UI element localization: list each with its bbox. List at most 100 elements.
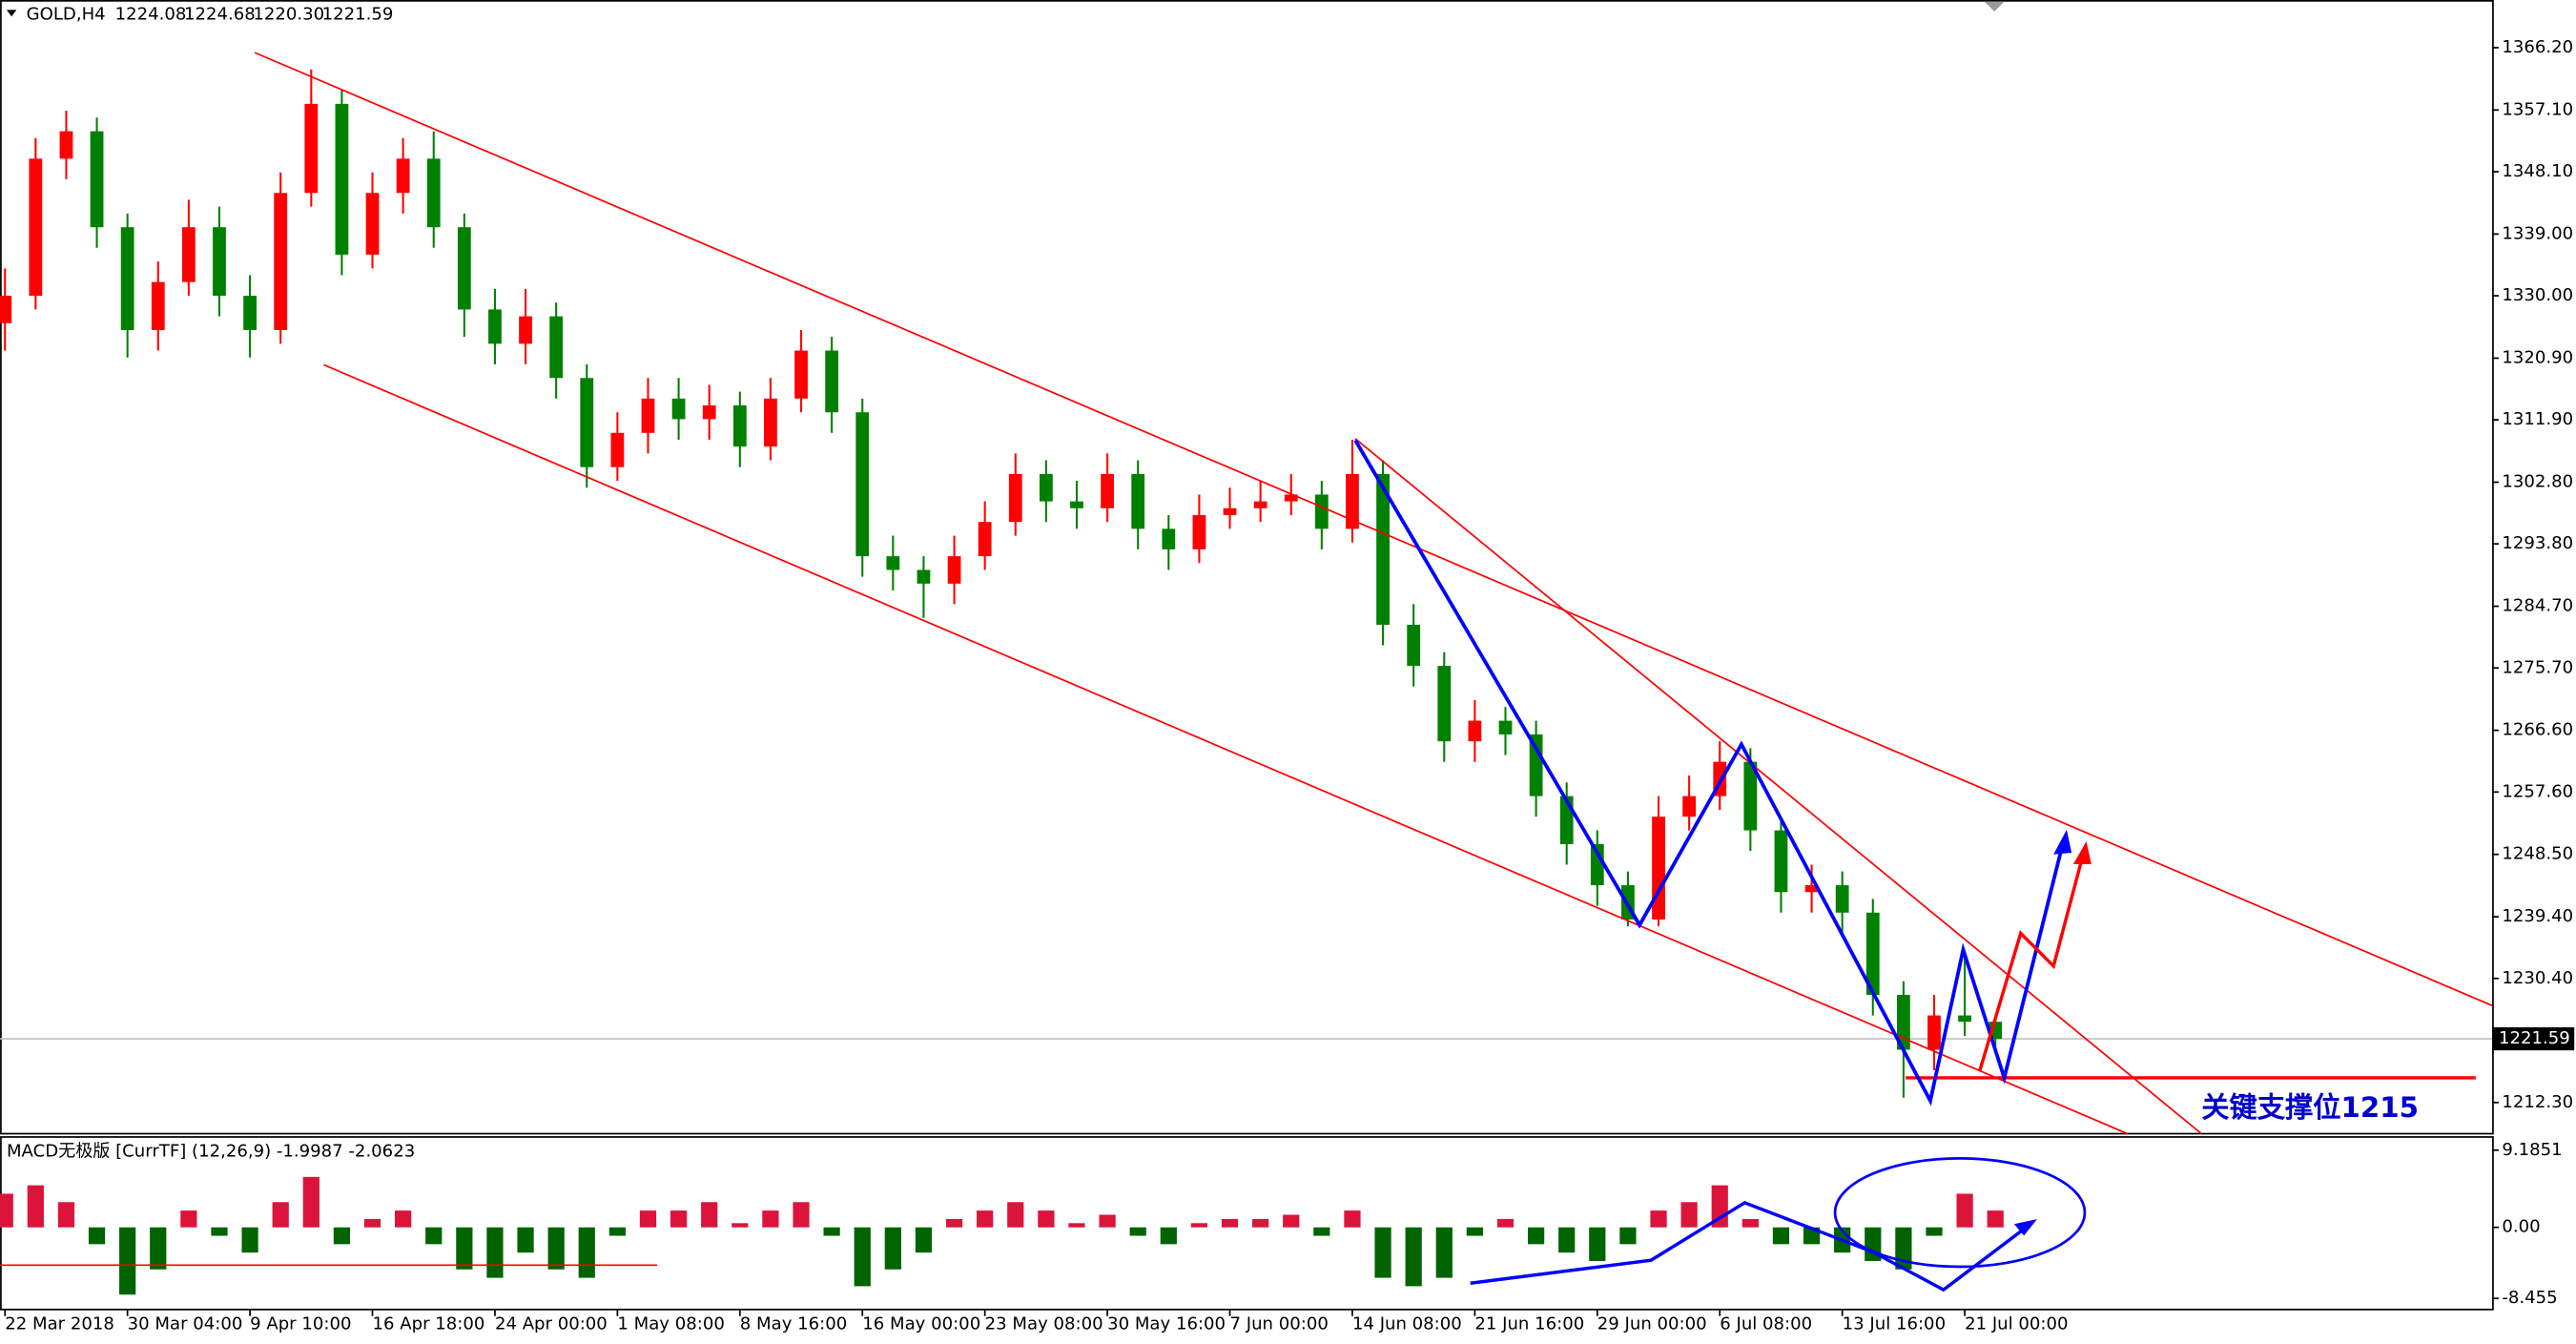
- menu-triangle: [6, 10, 17, 17]
- x-tick-label: 24 Apr 00:00: [495, 1313, 608, 1334]
- macd-bar: [1405, 1227, 1422, 1287]
- macd-bar: [88, 1227, 106, 1245]
- macd-bar: [1956, 1193, 1973, 1228]
- macd-bar: [517, 1227, 534, 1253]
- macd-bar: [1741, 1218, 1759, 1228]
- macd-bar: [1252, 1218, 1269, 1228]
- candle-body: [1804, 885, 1819, 893]
- candle-body: [794, 350, 808, 399]
- candle-body: [488, 309, 502, 344]
- macd-bar: [1344, 1210, 1361, 1228]
- macd-bar: [150, 1227, 167, 1270]
- candle-body: [886, 556, 900, 570]
- candle-body: [917, 569, 931, 584]
- channel-upper: [254, 52, 2493, 1006]
- macd-bar: [241, 1227, 258, 1253]
- candle-body: [274, 193, 288, 330]
- macd-bar: [1987, 1210, 2004, 1228]
- macd-bar: [1650, 1210, 1667, 1228]
- x-tick-label: 1 May 08:00: [617, 1313, 724, 1334]
- x-tick-label: 9 Apr 10:00: [250, 1313, 351, 1334]
- candle-body: [610, 432, 625, 467]
- candle-body: [1529, 734, 1543, 796]
- x-tick-label: 22 Mar 2018: [5, 1313, 114, 1334]
- candle-body: [549, 316, 564, 379]
- y-tick-label: 1302.80: [2502, 472, 2573, 492]
- candle-body: [1958, 1015, 1971, 1023]
- macd-bar: [1466, 1227, 1483, 1236]
- ohlc-open: 1224.08: [115, 5, 187, 25]
- x-tick-label: 13 Jul 16:00: [1843, 1313, 1946, 1334]
- candle-body: [335, 103, 349, 255]
- macd-bar: [1190, 1223, 1208, 1228]
- candle-body: [181, 227, 196, 282]
- macd-bar: [211, 1227, 228, 1236]
- drawings: [0, 1, 2493, 1292]
- candle-body: [365, 193, 380, 255]
- x-tick-label: 7 Jun 00:00: [1230, 1313, 1329, 1334]
- candle-body: [213, 227, 226, 297]
- macd-bar: [1558, 1227, 1576, 1253]
- macd-title: MACD无极版 [CurrTF] (12,26,9) -1.9987 -2.06…: [7, 1141, 415, 1161]
- x-tick-label: 30 Mar 04:00: [128, 1313, 243, 1334]
- macd-bar: [1221, 1218, 1239, 1228]
- macd-bar: [363, 1218, 381, 1228]
- macd-bar: [1160, 1227, 1177, 1245]
- macd-bar: [1435, 1227, 1453, 1278]
- candle-body: [1682, 796, 1697, 817]
- candle-body: [978, 522, 992, 557]
- macd-bar: [701, 1202, 718, 1228]
- macd-bar: [1619, 1227, 1637, 1245]
- y-tick-label: 1248.50: [2502, 844, 2573, 864]
- macd-divergence: [1470, 1200, 2032, 1292]
- candle-body: [1008, 473, 1022, 523]
- candle-body: [426, 158, 441, 228]
- x-tick-label: 21 Jun 16:00: [1474, 1313, 1584, 1334]
- support-annotation: 关键支撑位1215: [2201, 1091, 2419, 1124]
- macd-bar: [732, 1223, 749, 1228]
- ohlc-close: 1221.59: [322, 5, 394, 25]
- candle-body: [151, 281, 165, 330]
- wave-path: [1353, 439, 2066, 1106]
- macd-bar: [793, 1202, 810, 1228]
- candle-body: [1927, 1015, 1941, 1050]
- macd-bar: [578, 1227, 595, 1278]
- candle-body: [243, 296, 257, 330]
- macd-bar: [547, 1227, 565, 1270]
- x-tick-label: 23 May 08:00: [985, 1313, 1103, 1334]
- candle-body: [1376, 473, 1390, 625]
- y-tick-label: 1284.70: [2502, 596, 2573, 616]
- macd-bar: [180, 1210, 197, 1228]
- macd-bar: [486, 1227, 504, 1278]
- candle-body: [1131, 473, 1145, 529]
- candle-body: [1162, 528, 1176, 549]
- macd-panel: 9.1851 0.00 -8.455: [0, 1140, 2563, 1308]
- channel-lower: [323, 363, 2129, 1135]
- arrow-head: [2053, 829, 2072, 855]
- candle-body: [702, 405, 716, 420]
- macd-bar: [57, 1202, 75, 1228]
- candle-body: [1835, 885, 1849, 913]
- x-tick-label: 29 Jun 00:00: [1597, 1313, 1707, 1334]
- candle-body: [1192, 515, 1206, 549]
- candle-body: [855, 412, 870, 557]
- macd-bar: [395, 1210, 412, 1228]
- y-tick-label: 0.00: [2502, 1217, 2540, 1237]
- candle-body: [1865, 912, 1880, 996]
- candle-body: [90, 131, 104, 228]
- scroll-marker: [1984, 1, 2005, 12]
- candle-body: [120, 227, 134, 330]
- x-tick-label: 6 Jul 08:00: [1720, 1313, 1812, 1334]
- y-tick-label: 1320.90: [2502, 347, 2573, 367]
- current-price-box: [2492, 1027, 2575, 1051]
- symbol: GOLD,H4: [27, 5, 106, 25]
- trend-line: [1354, 438, 2202, 1135]
- y-tick-label: 9.1851: [2502, 1140, 2562, 1160]
- macd-bar: [670, 1210, 688, 1228]
- macd-bar: [333, 1227, 351, 1245]
- macd-bar: [1007, 1202, 1024, 1228]
- candle-body: [1407, 624, 1421, 667]
- macd-bar: [27, 1185, 44, 1228]
- macd-bar: [823, 1227, 840, 1236]
